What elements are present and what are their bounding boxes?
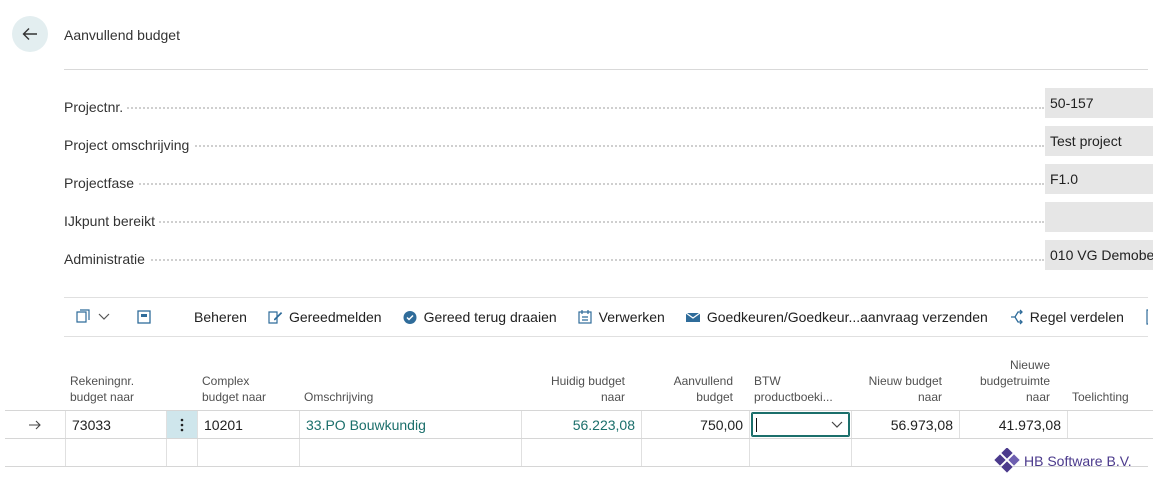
chevron-down-icon: [831, 421, 843, 428]
approve-label: Goedkeuren/Goedkeur...aanvraag verzenden: [706, 309, 988, 325]
page-icon: [137, 310, 151, 324]
new-budget-cell[interactable]: [851, 439, 959, 466]
description-cell[interactable]: 33.PO Bouwkundig: [299, 411, 521, 438]
project-phase-field[interactable]: F1.0: [1045, 164, 1153, 194]
current-budget-cell[interactable]: 56.223,08: [521, 411, 641, 438]
check-badge-icon: [403, 311, 417, 324]
more-actions-button[interactable]: V: [1134, 298, 1148, 336]
process-icon: [578, 310, 592, 324]
additional-budget-cell[interactable]: [641, 439, 749, 466]
field-milestone: IJkpunt bereikt: [64, 202, 1153, 240]
more-vertical-icon: [180, 418, 184, 431]
new-budget-cell[interactable]: 56.973,08: [851, 411, 959, 438]
field-project-no: Projectnr. 50-157: [64, 88, 1153, 126]
back-button[interactable]: [12, 16, 48, 52]
field-administration: Administratie 010 VG Demobedrijf: [64, 240, 1153, 278]
col-complex[interactable]: Complex budget naar: [202, 374, 267, 404]
table-row-empty[interactable]: [5, 438, 1153, 466]
field-label: Administratie: [64, 251, 149, 267]
administration-field[interactable]: 010 VG Demobedrijf: [1045, 240, 1153, 270]
vat-cell: [749, 411, 851, 438]
undo-ready-button[interactable]: Gereed terug draaien: [392, 298, 567, 336]
hb-software-logo-icon: [994, 448, 1020, 473]
process-label: Verwerken: [598, 309, 665, 325]
field-label: Project omschrijving: [64, 137, 194, 153]
budget-room-cell[interactable]: 41.973,08: [959, 411, 1067, 438]
distribute-label: Regel verdelen: [1029, 309, 1124, 325]
header-fields: Projectnr. 50-157 Project omschrijving T…: [64, 88, 1153, 278]
undo-ready-label: Gereed terug draaien: [423, 309, 557, 325]
col-additional-budget[interactable]: Aanvullend budget: [673, 374, 733, 404]
col-account[interactable]: Rekeningnr. budget naar: [70, 374, 135, 404]
arrow-right-icon: [29, 420, 41, 429]
field-label: Projectfase: [64, 175, 139, 191]
field-label: Projectnr.: [64, 99, 128, 115]
brand-logo: HB Software B.V.: [994, 448, 1132, 474]
brand-name: HB Software B.V.: [1024, 453, 1132, 469]
ready-button[interactable]: Gereedmelden: [257, 298, 392, 336]
edit-pencil-icon: [268, 311, 283, 324]
distribute-line-button[interactable]: Regel verdelen: [998, 298, 1134, 336]
complex-cell[interactable]: 10201: [197, 411, 299, 438]
split-icon: [1010, 309, 1023, 325]
vat-cell[interactable]: [749, 439, 851, 466]
note-cell[interactable]: [1067, 411, 1153, 438]
approve-mail-icon: [685, 312, 701, 322]
open-page-button[interactable]: [126, 298, 168, 336]
divider: [64, 69, 1148, 70]
approve-button[interactable]: Goedkeuren/Goedkeur...aanvraag verzenden: [675, 298, 998, 336]
project-no-field[interactable]: 50-157: [1045, 88, 1153, 118]
col-description[interactable]: Omschrijving: [304, 390, 374, 404]
back-arrow-icon: [22, 28, 37, 40]
col-new-budget[interactable]: Nieuw budget naar: [868, 374, 942, 404]
account-cell[interactable]: [65, 439, 166, 466]
row-indicator: [5, 439, 65, 466]
page-title: Aanvullend budget: [64, 27, 180, 43]
budget-lines-grid: Rekeningnr. budget naar Complex budget naa…: [5, 352, 1153, 466]
ready-label: Gereedmelden: [288, 309, 382, 325]
chevron-down-icon: [98, 313, 110, 320]
col-note[interactable]: Toelichting: [1072, 390, 1129, 404]
grid-bottom-border: [5, 466, 1148, 467]
col-vat[interactable]: BTW productboeki...: [754, 374, 833, 404]
col-current-budget[interactable]: Huidig budget naar: [550, 374, 625, 404]
document-icon: [1146, 309, 1148, 325]
grid-header: Rekeningnr. budget naar Complex budget naa…: [5, 352, 1153, 410]
process-button[interactable]: Verwerken: [567, 298, 675, 336]
field-project-phase: Projectfase F1.0: [64, 164, 1153, 202]
view-icon: [76, 309, 90, 323]
field-label: IJkpunt bereikt: [64, 213, 160, 229]
view-menu-button[interactable]: [64, 298, 126, 336]
current-budget-cell[interactable]: [521, 439, 641, 466]
row-menu-button[interactable]: [166, 411, 197, 438]
col-budget-room[interactable]: Nieuwe budgetruimte naar: [979, 358, 1050, 404]
vat-select[interactable]: [751, 412, 850, 437]
project-description-field[interactable]: Test project: [1045, 126, 1153, 156]
row-menu-cell[interactable]: [166, 439, 197, 466]
complex-cell[interactable]: [197, 439, 299, 466]
field-project-description: Project omschrijving Test project: [64, 126, 1153, 164]
manage-button[interactable]: Beheren: [194, 309, 247, 325]
table-row[interactable]: 73033 10201 33.PO Bouwkundig 56.223,08 7…: [5, 410, 1153, 438]
account-cell[interactable]: 73033: [65, 411, 166, 438]
row-indicator: [5, 411, 65, 438]
description-cell[interactable]: [299, 439, 521, 466]
additional-budget-cell[interactable]: 750,00: [641, 411, 749, 438]
milestone-field[interactable]: [1045, 202, 1153, 232]
text-caret: [756, 417, 757, 432]
action-toolbar: Beheren Gereedmelden Gereed terug draaie…: [64, 297, 1148, 337]
